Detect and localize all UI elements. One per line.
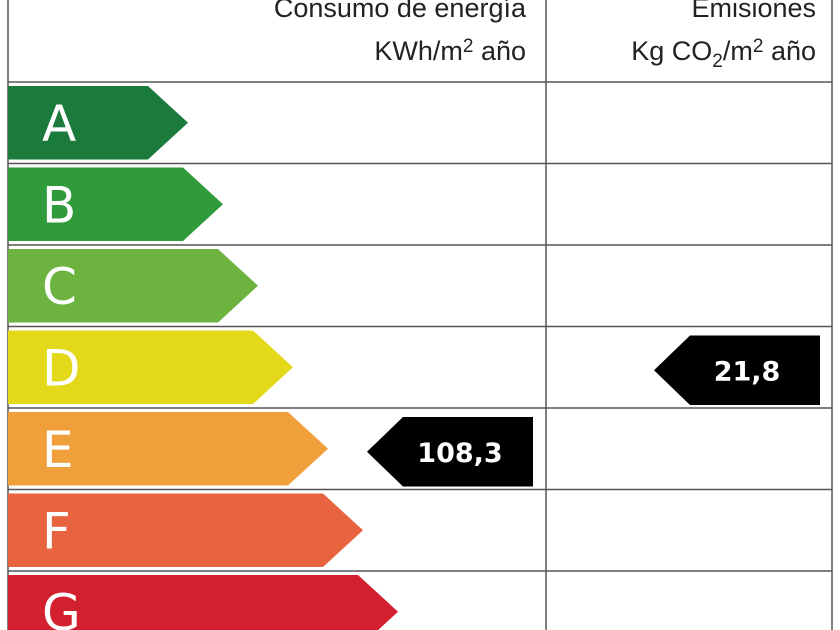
rating-letter: F [42, 502, 71, 560]
value-tag [654, 335, 820, 405]
rating-letter: A [42, 95, 76, 153]
rating-letter: B [42, 176, 76, 234]
units-part: /m [723, 36, 753, 66]
consumo-title: Consumo de energía [274, 0, 527, 23]
units-sup: 2 [463, 36, 474, 57]
rating-letter: G [42, 584, 81, 630]
units-sub: 2 [712, 51, 723, 72]
value-label: 108,3 [417, 438, 502, 469]
units-part: año [473, 36, 526, 66]
rating-letter: C [42, 258, 77, 316]
rating-arrow [8, 575, 398, 630]
value-tag [367, 417, 533, 487]
rating-arrow [8, 86, 188, 160]
units-part: año [763, 36, 816, 66]
units-part: KWh/m [374, 36, 463, 66]
rating-arrow [8, 493, 363, 567]
rating-arrow [8, 330, 293, 404]
rating-letter: E [42, 421, 74, 479]
emisiones-title: Emisiones [691, 0, 816, 23]
rating-letter: D [42, 339, 81, 397]
consumo-units: KWh/m2 año [374, 36, 526, 66]
emisiones-units: Kg CO2/m2 año [631, 36, 816, 72]
rating-arrow [8, 167, 223, 241]
units-sup: 2 [753, 36, 764, 57]
rating-arrow [8, 249, 258, 323]
rating-arrow [8, 412, 328, 486]
units-part: Kg CO [631, 36, 712, 66]
value-label: 21,8 [714, 356, 781, 387]
